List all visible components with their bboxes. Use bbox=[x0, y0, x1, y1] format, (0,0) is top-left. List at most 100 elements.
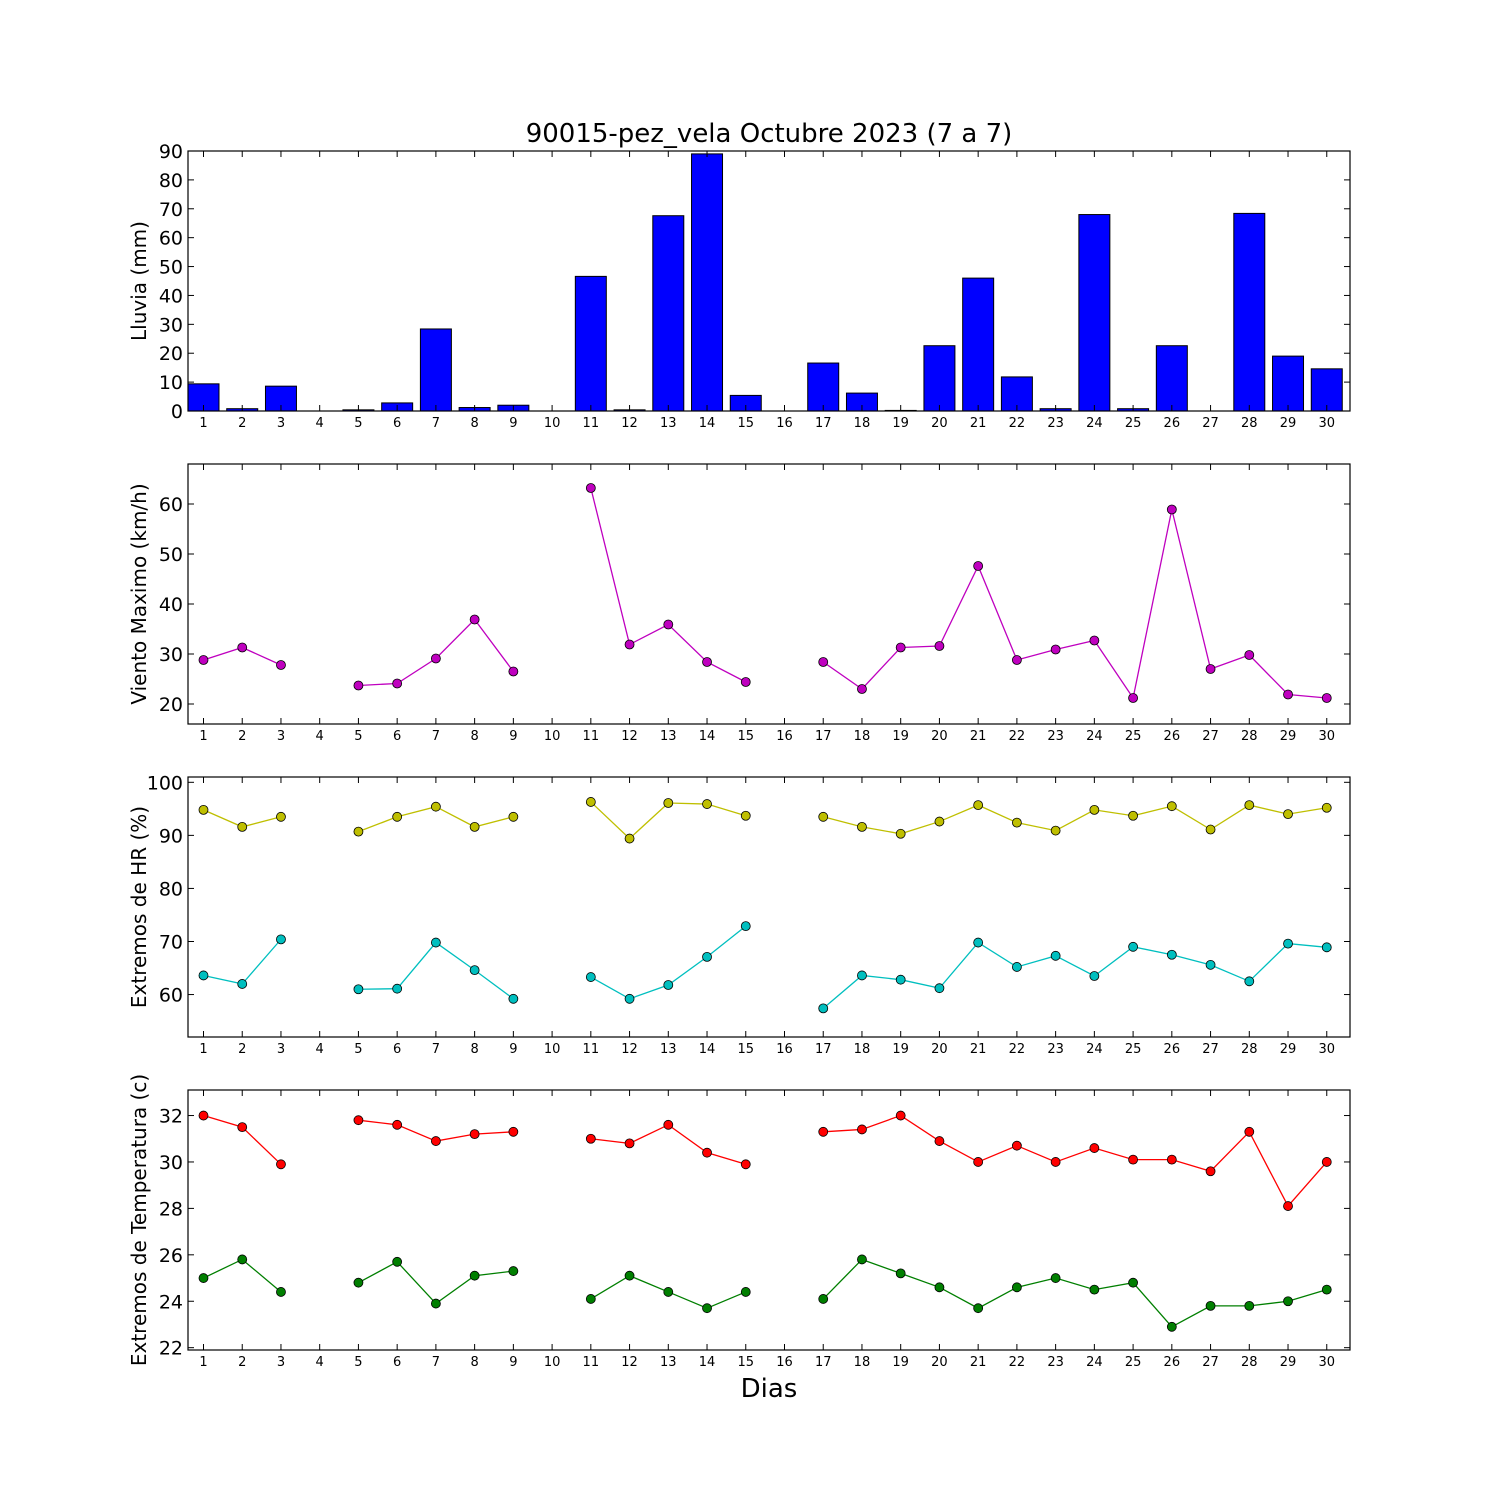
temperature-xtick-label: 4 bbox=[316, 1355, 324, 1370]
wind-frame bbox=[187, 463, 1351, 725]
wind-series-1-point bbox=[276, 660, 286, 670]
temperature-series-1-point bbox=[1166, 1154, 1177, 1165]
temperature-ytick-label: 24 bbox=[159, 1291, 183, 1313]
temperature-series-1-point bbox=[740, 1159, 751, 1170]
humidity-series-2-point bbox=[624, 993, 635, 1004]
temperature-series-2-point bbox=[276, 1287, 286, 1297]
wind-series-1-point bbox=[1321, 693, 1332, 703]
wind-ytick-label: 40 bbox=[159, 594, 183, 616]
temperature-series-1-point bbox=[1128, 1154, 1138, 1165]
humidity-series-1-point bbox=[1050, 825, 1061, 836]
wind-xtick-label: 17 bbox=[815, 729, 832, 744]
wind-xtick-label: 24 bbox=[1086, 729, 1103, 744]
temperature-series-1-point bbox=[1283, 1201, 1293, 1211]
wind-xtick-label: 11 bbox=[583, 729, 600, 744]
temperature-series-1-point bbox=[1321, 1157, 1332, 1167]
wind-xtick-label: 16 bbox=[776, 729, 793, 744]
humidity-xtick-label: 5 bbox=[354, 1042, 362, 1057]
wind-xtick-label: 21 bbox=[970, 729, 987, 744]
temperature-series-2-point bbox=[392, 1256, 403, 1267]
wind-series-1-point bbox=[1089, 635, 1100, 646]
rain-ytick-label: 0 bbox=[171, 401, 183, 423]
rain-ytick-label: 90 bbox=[159, 141, 183, 163]
humidity-series-1-point bbox=[895, 828, 906, 839]
rain-xtick-label: 17 bbox=[815, 416, 832, 431]
wind-series-1-point bbox=[237, 642, 248, 653]
temperature-series-2-point bbox=[1128, 1277, 1138, 1288]
humidity-series-1-point bbox=[392, 811, 403, 822]
rain-ytick-label: 60 bbox=[159, 228, 183, 250]
temperature-xtick-label: 24 bbox=[1086, 1355, 1103, 1370]
rain-xtick-label: 1 bbox=[199, 416, 207, 431]
temperature-xtick-label: 15 bbox=[737, 1355, 754, 1370]
humidity-series-2-point bbox=[973, 937, 984, 948]
rain-xtick-label: 30 bbox=[1318, 416, 1335, 431]
wind-series-1-point bbox=[1244, 650, 1255, 660]
humidity-series-2-point bbox=[702, 951, 712, 962]
rain-bar bbox=[1272, 355, 1305, 412]
humidity-series-2-point bbox=[430, 937, 441, 948]
temperature-xtick-label: 9 bbox=[509, 1355, 517, 1370]
humidity-xtick-label: 16 bbox=[776, 1042, 793, 1057]
temperature-series-1-point bbox=[857, 1124, 867, 1135]
rain-ytick-label: 70 bbox=[159, 199, 183, 221]
wind-xtick-label: 5 bbox=[354, 729, 362, 744]
humidity-xtick-label: 30 bbox=[1318, 1042, 1335, 1057]
temperature-xtick-label: 17 bbox=[815, 1355, 832, 1370]
wind-series-1-point bbox=[663, 619, 674, 630]
humidity-xtick-label: 19 bbox=[892, 1042, 909, 1057]
temperature-series-1-point bbox=[1089, 1143, 1100, 1153]
humidity-xtick-label: 6 bbox=[393, 1042, 401, 1057]
rain-xtick-label: 2 bbox=[238, 416, 246, 431]
temperature-xtick-label: 8 bbox=[470, 1355, 478, 1370]
wind-xtick-label: 18 bbox=[854, 729, 871, 744]
humidity-series-1-point bbox=[469, 821, 480, 832]
temperature-plot-area bbox=[188, 1090, 1350, 1350]
wind-xtick-label: 13 bbox=[660, 729, 677, 744]
wind-series-1-point bbox=[469, 614, 480, 625]
wind-series-1-point bbox=[1011, 655, 1022, 665]
wind-xtick-label: 29 bbox=[1280, 729, 1297, 744]
temperature-series-1-line bbox=[823, 1114, 1328, 1208]
temperature-series-2-point bbox=[1205, 1300, 1216, 1311]
temperature-series-2-point bbox=[237, 1254, 248, 1265]
rain-xtick-label: 15 bbox=[737, 416, 754, 431]
rain-xtick-label: 29 bbox=[1280, 416, 1297, 431]
wind-series-1-point bbox=[508, 666, 519, 677]
rain-bar bbox=[923, 345, 956, 412]
humidity-series-1-point bbox=[702, 799, 712, 809]
temperature-xtick-label: 20 bbox=[931, 1355, 948, 1370]
temperature-series-1-point bbox=[198, 1110, 209, 1121]
temperature-series-2-point bbox=[857, 1254, 867, 1265]
wind-series-1-point bbox=[740, 677, 751, 687]
wind-series-1-point bbox=[392, 678, 403, 689]
temperature-series-1-point bbox=[1050, 1157, 1061, 1167]
humidity-series-2-point bbox=[1128, 941, 1138, 952]
humidity-series-2-point bbox=[353, 984, 364, 995]
humidity-xtick-label: 13 bbox=[660, 1042, 677, 1057]
wind-series-1-point bbox=[1050, 644, 1061, 655]
wind-series-1-point bbox=[1205, 664, 1216, 674]
wind-series-1-point bbox=[353, 680, 364, 691]
temperature-series-2-line bbox=[822, 1258, 1327, 1328]
humidity-series-2-point bbox=[663, 980, 674, 990]
humidity-xtick-label: 2 bbox=[238, 1042, 246, 1057]
temperature-series-2-point bbox=[469, 1270, 480, 1281]
temperature-series-1-point bbox=[895, 1110, 906, 1121]
wind-xtick-label: 7 bbox=[432, 729, 440, 744]
wind-ytick-label: 30 bbox=[159, 644, 183, 666]
wind-plot-area bbox=[188, 464, 1350, 724]
humidity-series-1-point bbox=[1283, 809, 1293, 820]
wind-xtick-label: 1 bbox=[199, 729, 207, 744]
rain-ytick-label: 20 bbox=[159, 343, 183, 365]
wind-ytick-label: 50 bbox=[159, 544, 183, 566]
temperature-xtick-label: 30 bbox=[1318, 1355, 1335, 1370]
wind-xtick-label: 27 bbox=[1202, 729, 1219, 744]
rain-ytick-label: 80 bbox=[159, 170, 183, 192]
rain-xtick-label: 7 bbox=[432, 416, 440, 431]
humidity-series-1-point bbox=[353, 826, 364, 837]
temperature-series-2-point bbox=[818, 1294, 829, 1304]
rain-xtick-label: 8 bbox=[470, 416, 478, 431]
humidity-series-1-point bbox=[1205, 824, 1216, 835]
